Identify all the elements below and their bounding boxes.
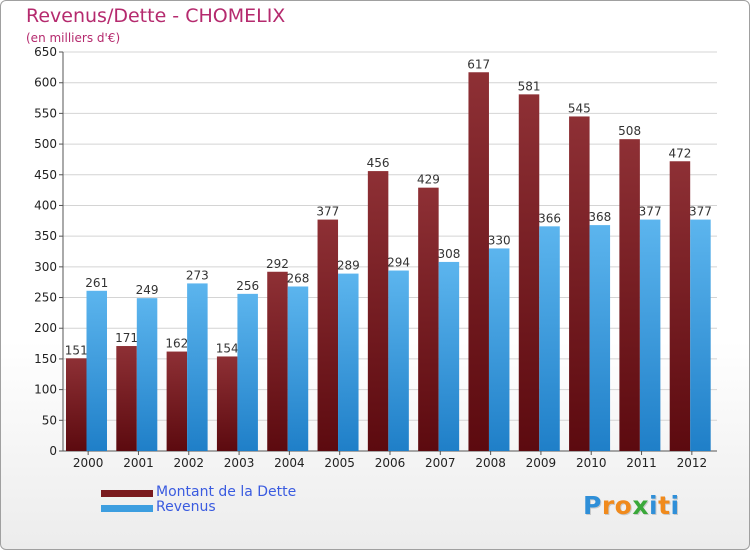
data-label-debt: 292 xyxy=(266,257,289,271)
proxiti-logo: Proxiti xyxy=(583,491,680,520)
logo-letter: x xyxy=(632,491,649,520)
y-tick-label: 600 xyxy=(34,76,57,90)
bar-revenue xyxy=(388,270,409,451)
data-label-revenue: 368 xyxy=(588,210,611,224)
x-tick-label: 2004 xyxy=(274,456,305,470)
bar-revenue xyxy=(639,219,661,451)
y-tick-label: 0 xyxy=(49,444,57,458)
bar-debt xyxy=(367,171,389,451)
data-label-revenue: 377 xyxy=(639,205,662,219)
x-tick-label: 2009 xyxy=(526,456,557,470)
x-tick-label: 2010 xyxy=(576,456,607,470)
bar-debt xyxy=(468,72,489,451)
y-tick-label: 400 xyxy=(34,198,57,212)
data-label-revenue: 289 xyxy=(337,259,360,273)
data-label-debt: 545 xyxy=(568,101,591,115)
data-label-revenue: 330 xyxy=(488,233,511,247)
y-tick-label: 550 xyxy=(34,106,57,120)
x-tick-label: 2001 xyxy=(123,456,154,470)
data-label-revenue: 308 xyxy=(437,247,460,261)
data-label-debt: 162 xyxy=(165,337,188,351)
bar-revenue xyxy=(539,226,560,451)
data-label-revenue: 249 xyxy=(136,283,159,297)
y-tick-label: 350 xyxy=(34,229,57,243)
data-label-revenue: 256 xyxy=(236,279,259,293)
bar-debt xyxy=(66,358,87,451)
x-tick-label: 2008 xyxy=(475,456,506,470)
bar-debt xyxy=(267,271,288,451)
bar-revenue xyxy=(136,298,158,451)
bar-debt xyxy=(569,116,590,451)
bar-debt xyxy=(216,356,238,451)
data-label-debt: 377 xyxy=(316,205,339,219)
data-label-revenue: 268 xyxy=(287,271,310,285)
logo-letter: t xyxy=(658,491,671,520)
logo-letter: o xyxy=(614,491,633,520)
y-tick-label: 100 xyxy=(34,383,57,397)
bar-revenue xyxy=(237,293,258,451)
logo-letter: r xyxy=(601,491,615,520)
y-tick-label: 300 xyxy=(34,260,57,274)
y-tick-label: 200 xyxy=(34,321,57,335)
x-tick-label: 2007 xyxy=(425,456,456,470)
data-label-debt: 154 xyxy=(216,341,239,355)
legend-label-debt: Montant de la Dette xyxy=(156,484,297,500)
bar-revenue xyxy=(589,225,611,451)
legend-swatch-revenue xyxy=(101,505,153,512)
bar-revenue xyxy=(187,283,208,451)
data-label-revenue: 273 xyxy=(186,268,209,282)
data-label-debt: 472 xyxy=(668,146,691,160)
y-tick-label: 50 xyxy=(42,413,57,427)
bar-debt xyxy=(116,346,137,451)
x-tick-label: 2000 xyxy=(73,456,104,470)
bar-debt xyxy=(166,351,188,451)
bar-debt xyxy=(418,187,439,451)
bar-debt xyxy=(317,219,339,451)
x-tick-label: 2006 xyxy=(375,456,406,470)
bar-debt xyxy=(619,139,640,452)
y-tick-label: 450 xyxy=(34,168,57,182)
data-label-revenue: 366 xyxy=(538,211,561,225)
data-label-debt: 171 xyxy=(115,331,138,345)
logo-letter: P xyxy=(583,491,602,520)
bar-revenue xyxy=(338,273,359,451)
bar-debt xyxy=(518,94,540,452)
data-label-debt: 508 xyxy=(618,124,641,138)
x-tick-label: 2005 xyxy=(324,456,355,470)
bar-revenue xyxy=(488,248,510,451)
chart-title: Revenus/Dette - CHOMELIX xyxy=(26,5,286,27)
y-tick-label: 650 xyxy=(34,45,57,59)
bar-revenue xyxy=(438,261,460,451)
legend-swatch-debt xyxy=(101,490,153,497)
data-label-debt: 617 xyxy=(467,57,490,71)
y-tick-label: 500 xyxy=(34,137,57,151)
y-tick-label: 250 xyxy=(34,291,57,305)
data-label-debt: 429 xyxy=(417,173,440,187)
data-label-debt: 456 xyxy=(367,156,390,170)
data-label-debt: 581 xyxy=(518,79,541,93)
bar-revenue xyxy=(287,286,309,451)
x-tick-label: 2003 xyxy=(224,456,255,470)
x-tick-label: 2011 xyxy=(626,456,657,470)
bar-debt xyxy=(669,161,691,451)
data-label-revenue: 294 xyxy=(387,256,410,270)
data-label-revenue: 377 xyxy=(689,205,712,219)
x-tick-label: 2002 xyxy=(173,456,204,470)
x-tick-label: 2012 xyxy=(677,456,708,470)
bar-revenue xyxy=(690,219,711,451)
bar-chart: 0 50 100 150 200 250 300 350 400 450 500 550 600 650 1… xyxy=(34,45,717,470)
logo-letter: i xyxy=(649,491,659,520)
logo-letter: i xyxy=(670,491,680,520)
chart-subtitle: (en milliers d'€) xyxy=(26,31,121,45)
data-label-revenue: 261 xyxy=(85,276,108,290)
data-label-debt: 151 xyxy=(65,343,88,357)
legend-label-revenue: Revenus xyxy=(156,499,216,515)
bar-revenue xyxy=(86,290,107,451)
y-tick-label: 150 xyxy=(34,352,57,366)
